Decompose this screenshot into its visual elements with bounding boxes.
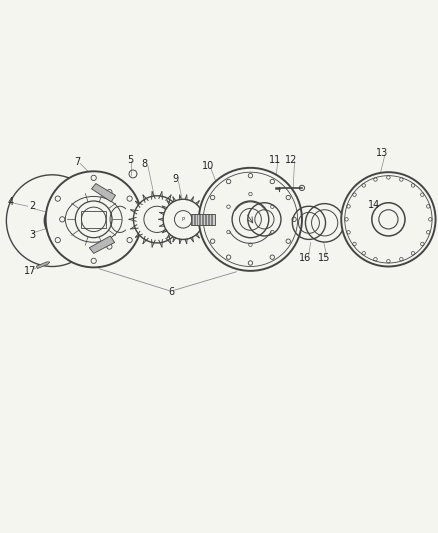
Text: 11: 11 xyxy=(269,155,281,165)
Text: 5: 5 xyxy=(128,155,134,165)
Circle shape xyxy=(341,172,435,266)
Text: 8: 8 xyxy=(142,159,148,169)
Text: 3: 3 xyxy=(29,230,35,240)
FancyArrow shape xyxy=(36,262,50,269)
Circle shape xyxy=(199,168,302,271)
Text: 9: 9 xyxy=(172,174,178,184)
Text: 6: 6 xyxy=(168,287,174,297)
Text: 7: 7 xyxy=(74,157,80,167)
Bar xyxy=(191,214,215,224)
Text: 15: 15 xyxy=(318,253,330,263)
Text: 2: 2 xyxy=(29,201,35,211)
Circle shape xyxy=(299,185,304,190)
Text: 10: 10 xyxy=(201,161,214,171)
Text: 17: 17 xyxy=(24,266,36,276)
Polygon shape xyxy=(92,183,116,202)
Circle shape xyxy=(163,199,203,239)
Text: 16: 16 xyxy=(299,253,311,263)
Text: 13: 13 xyxy=(376,148,388,158)
Text: 14: 14 xyxy=(368,200,380,211)
Polygon shape xyxy=(89,236,115,253)
Circle shape xyxy=(46,171,142,268)
Circle shape xyxy=(134,196,180,243)
Text: P: P xyxy=(182,217,185,222)
Text: 4: 4 xyxy=(8,197,14,207)
Text: 12: 12 xyxy=(285,155,298,165)
Bar xyxy=(81,211,106,228)
